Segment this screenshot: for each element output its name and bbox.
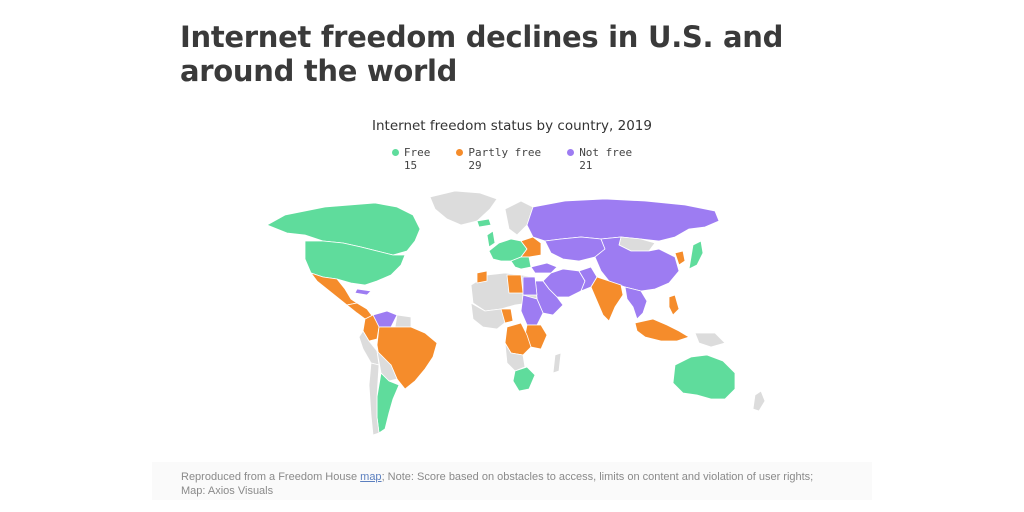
legend-swatch-partly-free (456, 149, 464, 156)
region-nigeria (500, 308, 514, 324)
region-papua (694, 332, 726, 348)
region-india (590, 276, 624, 322)
world-map (265, 185, 790, 445)
footnote-suffix: ; Note: Score based on obstacles to acce… (381, 471, 814, 483)
region-indochina (624, 286, 648, 320)
region-east-europe (520, 236, 542, 258)
region-russia (526, 198, 720, 242)
region-scandinavia (504, 200, 534, 236)
region-guianas (394, 314, 412, 328)
region-libya (506, 274, 524, 294)
region-turkey (530, 262, 558, 274)
region-indonesia (634, 318, 690, 342)
region-angola (504, 342, 526, 372)
region-greenland (429, 190, 498, 226)
footnote-prefix: Reproduced from a Freedom House (181, 471, 361, 483)
legend-count-free: 15 (403, 159, 418, 172)
region-korea (674, 250, 686, 266)
source-map-link[interactable]: map (360, 471, 382, 483)
region-iceland (476, 218, 492, 228)
legend-swatch-not-free (567, 149, 575, 156)
region-china (594, 236, 680, 292)
region-west-africa (470, 302, 508, 330)
map-title: Internet freedom status by country, 2019 (372, 118, 652, 134)
headline: Internet freedom declines in U.S. and ar… (180, 20, 784, 88)
credit: Map: Axios Visuals (181, 485, 274, 497)
legend-item-free: Free 15 (391, 146, 431, 172)
region-cuba (354, 288, 372, 296)
legend-label-not-free: Not free (579, 146, 633, 159)
region-philippines (668, 294, 680, 316)
region-australia (672, 354, 736, 400)
region-madagascar (552, 352, 562, 374)
region-argentina (376, 372, 400, 434)
region-egypt (522, 276, 538, 296)
region-new-zealand (752, 390, 766, 412)
region-uk (486, 230, 496, 248)
legend-label-free: Free (403, 146, 431, 159)
region-japan (688, 240, 704, 270)
legend-item-partly-free: Partly free 29 (456, 146, 541, 172)
legend: Free 15 Partly free 29 Not free 21 (0, 146, 1024, 172)
legend-swatch-free (391, 149, 399, 156)
footnote: Reproduced from a Freedom House map; Not… (181, 469, 881, 485)
world-map-svg (266, 190, 766, 436)
footer-band (152, 462, 872, 500)
legend-count-partly-free: 29 (468, 159, 482, 172)
region-morocco (476, 270, 488, 284)
legend-label-partly-free: Partly free (468, 146, 542, 159)
legend-item-not-free: Not free 21 (567, 146, 632, 172)
legend-count-not-free: 21 (579, 159, 593, 172)
region-south-africa (512, 366, 536, 392)
region-chile (368, 362, 380, 436)
